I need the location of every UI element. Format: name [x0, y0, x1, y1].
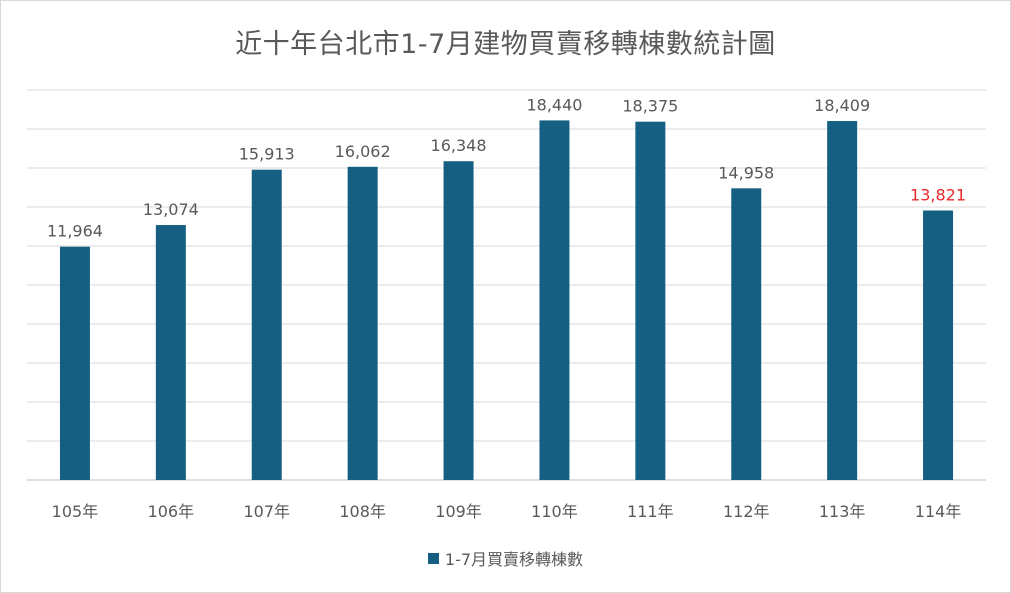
- x-tick-label-2: 107年: [243, 502, 290, 521]
- chart-title: 近十年台北市1-7月建物買賣移轉棟數統計圖: [235, 29, 776, 60]
- bar-0: [59, 246, 90, 480]
- x-tick-label-7: 112年: [723, 502, 770, 521]
- x-tick-label-3: 108年: [339, 502, 386, 521]
- legend: 1-7月買賣移轉棟數: [0, 546, 1011, 570]
- data-label-8: 18,409: [814, 96, 870, 115]
- data-label-0: 11,964: [47, 222, 103, 241]
- bar-7: [731, 188, 762, 480]
- data-label-4: 16,348: [431, 136, 487, 155]
- x-axis-tick-labels: 105年 106年 107年 108年 109年 110年 111年 112年 113年 114年: [52, 502, 962, 521]
- bar-1: [155, 225, 186, 480]
- legend-swatch: [427, 553, 439, 564]
- legend-label: 1-7月買賣移轉棟數: [444, 550, 584, 569]
- data-label-7: 14,958: [718, 163, 774, 182]
- bar-8: [827, 121, 858, 480]
- data-label-3: 16,062: [335, 142, 391, 161]
- data-labels: 11,964 13,074 15,913 16,062 16,348 18,440 18,3…: [47, 95, 966, 240]
- x-tick-label-9: 114年: [915, 502, 962, 521]
- x-tick-label-4: 109年: [435, 502, 482, 521]
- x-tick-label-8: 113年: [819, 502, 866, 521]
- bar-9: [923, 210, 954, 481]
- x-tick-label-5: 110年: [531, 502, 578, 521]
- data-label-9: 13,821: [910, 185, 966, 204]
- bar-3: [347, 166, 378, 480]
- x-tick-label-0: 105年: [52, 502, 99, 521]
- data-label-6: 18,375: [622, 97, 678, 116]
- bars: [59, 120, 954, 481]
- gridlines: [27, 89, 986, 481]
- data-label-1: 13,074: [143, 200, 199, 219]
- data-label-2: 15,913: [239, 145, 295, 164]
- bar-2: [251, 169, 282, 480]
- bar-5: [539, 120, 570, 481]
- x-tick-label-6: 111年: [627, 502, 674, 521]
- bar-6: [635, 121, 666, 480]
- data-label-5: 18,440: [526, 95, 582, 114]
- bar-4: [443, 161, 474, 481]
- x-tick-label-1: 106年: [148, 502, 195, 521]
